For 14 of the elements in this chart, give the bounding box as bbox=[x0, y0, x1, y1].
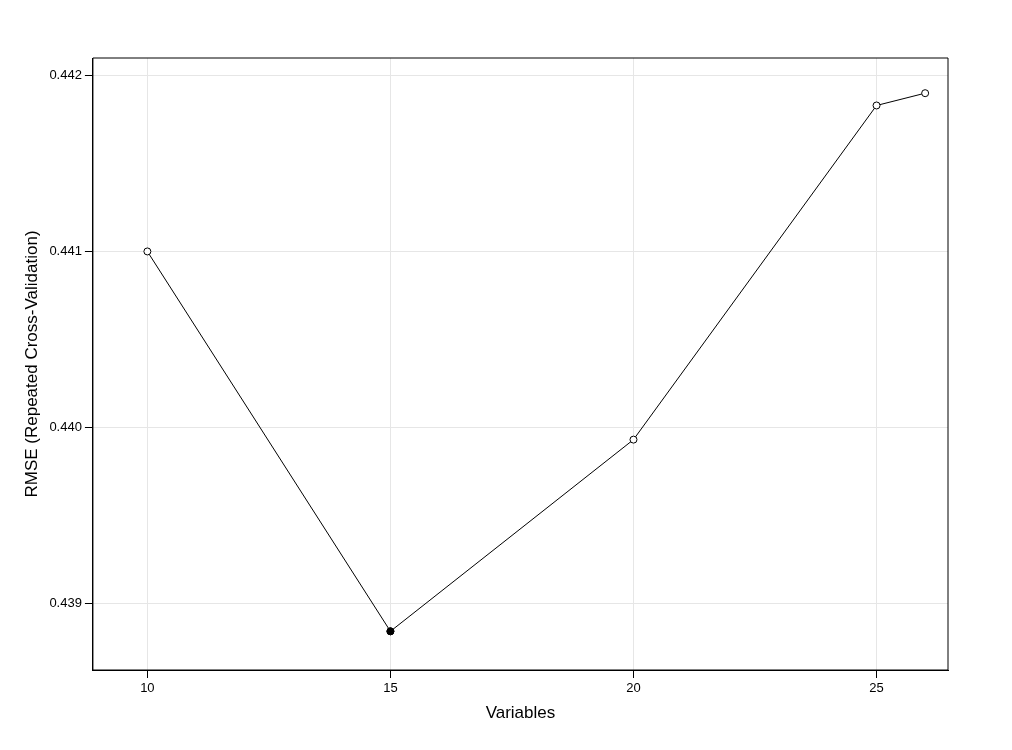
y-tick-label: 0.441 bbox=[49, 243, 82, 259]
point bbox=[872, 101, 881, 110]
x-tick-label: 15 bbox=[383, 680, 398, 696]
x-tick-label: 20 bbox=[626, 680, 641, 696]
point bbox=[629, 435, 638, 444]
y-axis-title: RMSE (Repeated Cross-Validation) bbox=[21, 230, 41, 498]
y-tick-label: 0.439 bbox=[49, 594, 82, 610]
y-tick-label: 0.440 bbox=[49, 418, 82, 434]
point bbox=[921, 89, 930, 98]
x-axis-title: Variables bbox=[485, 703, 556, 723]
x-tick-label: 10 bbox=[140, 680, 155, 696]
x-tick-label: 25 bbox=[869, 680, 884, 696]
y-tick-label: 0.442 bbox=[49, 67, 82, 83]
point bbox=[143, 247, 152, 256]
